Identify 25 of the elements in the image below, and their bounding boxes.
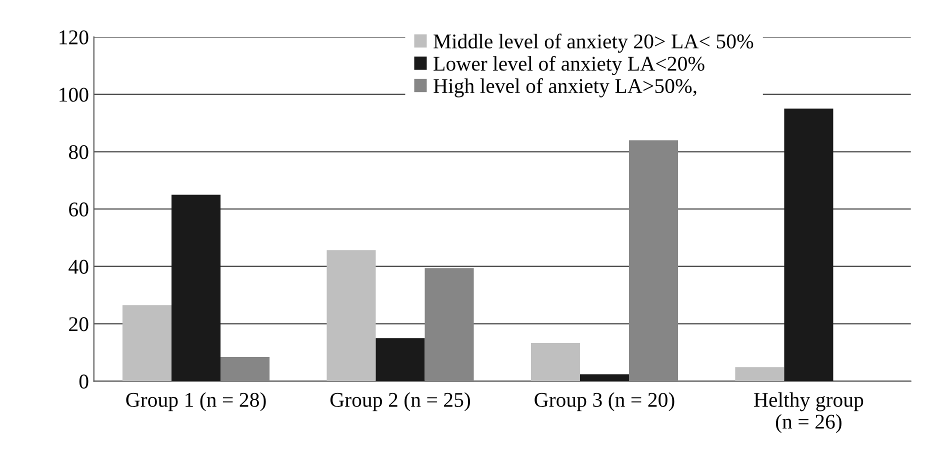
y-tick-label: 40 — [68, 260, 88, 274]
x-tick-label: Group 2 (n = 25) — [330, 392, 470, 412]
bar — [628, 140, 678, 382]
x-tick-label: Helthy group (n = 26) — [754, 392, 864, 433]
x-tick-label: Group 3 (n = 20) — [534, 392, 674, 412]
bar — [172, 194, 221, 382]
y-tick-label: 20 — [69, 317, 88, 332]
y-tick-label: 80 — [69, 145, 88, 160]
bar — [122, 305, 172, 382]
y-tick-label: 100 — [60, 88, 88, 102]
x-tick-label: Group 1 (n = 28) — [126, 392, 266, 412]
bar — [580, 374, 629, 382]
y-tick-label: 120 — [60, 30, 88, 44]
bar — [220, 357, 270, 382]
bar — [735, 367, 784, 382]
bar — [326, 250, 376, 382]
y-tick-label: 60 — [69, 202, 88, 216]
bar — [530, 343, 580, 382]
legend-label: Lower level of anxiety LA<20% — [434, 56, 704, 76]
bar — [376, 338, 425, 382]
legend-label: Middle level of anxiety 20> LA< 50% — [434, 34, 754, 53]
legend-label: High level of anxiety LA>50%, — [434, 78, 696, 98]
bar — [424, 268, 474, 382]
bar — [784, 108, 834, 382]
y-tick-label: 0 — [79, 374, 88, 389]
